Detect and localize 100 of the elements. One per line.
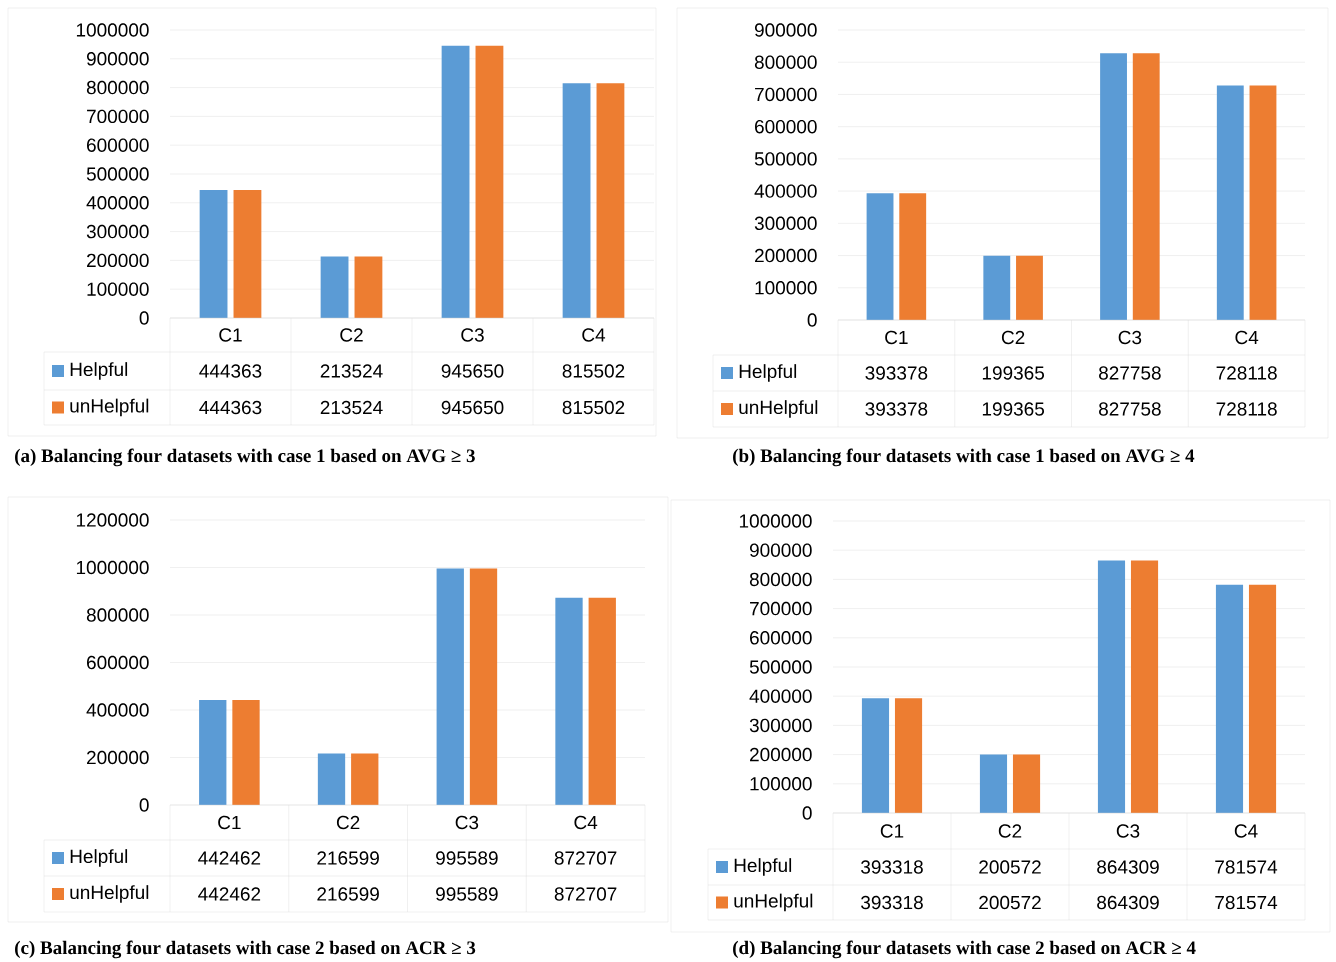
bar xyxy=(899,193,927,320)
data-label: 216599 xyxy=(317,887,379,901)
y-tick-label: 400000 xyxy=(754,184,817,198)
bar xyxy=(317,753,346,805)
x-tick-label: C1 xyxy=(219,328,242,342)
y-tick-label: 1200000 xyxy=(76,513,149,527)
y-tick-label: 500000 xyxy=(754,152,817,166)
x-tick-label: C1 xyxy=(218,815,241,830)
y-tick-label: 100000 xyxy=(750,777,812,791)
y-tick-label: 200000 xyxy=(87,750,149,765)
x-tick-label: C4 xyxy=(1235,330,1259,345)
x-tick-label: C4 xyxy=(1234,824,1258,838)
bar xyxy=(199,699,227,805)
x-tick-label: C4 xyxy=(574,815,598,830)
data-label: 728118 xyxy=(1216,366,1277,380)
legend-label: Helpful xyxy=(70,849,128,867)
data-label: 781574 xyxy=(1215,895,1278,910)
data-label: 815502 xyxy=(562,400,625,415)
y-tick-label: 100000 xyxy=(755,281,817,295)
data-label: 442462 xyxy=(198,851,261,865)
y-tick-label: 400000 xyxy=(86,703,149,717)
x-tick-label: C3 xyxy=(461,328,484,342)
y-tick-label: 900000 xyxy=(754,23,817,37)
bar xyxy=(979,754,1008,813)
data-label: 199365 xyxy=(982,366,1045,380)
y-tick-label: 0 xyxy=(802,806,812,820)
y-tick-label: 300000 xyxy=(86,224,149,239)
data-label: 393318 xyxy=(861,860,923,874)
text: (b) Balancing four datasets with case 1 based on AVG ≥ 4 xyxy=(733,448,1195,467)
legend-label: Helpful xyxy=(70,362,128,380)
data-label: 827758 xyxy=(1099,366,1161,380)
bar xyxy=(232,699,260,805)
bar xyxy=(596,83,625,318)
y-tick-label: 600000 xyxy=(87,138,149,152)
y-tick-label: 0 xyxy=(139,798,149,812)
text: (d) Balancing four datasets with case 2 based on ACR ≥ 4 xyxy=(733,940,1196,959)
data-label: 728118 xyxy=(1216,402,1277,416)
y-tick-label: 1000000 xyxy=(76,560,149,575)
legend-label: unHelpful xyxy=(739,400,818,418)
y-tick-label: 500000 xyxy=(749,660,812,674)
data-label: 444363 xyxy=(199,400,262,415)
bar xyxy=(562,83,591,318)
bar xyxy=(441,45,470,318)
bar xyxy=(233,190,262,318)
data-label: 200572 xyxy=(979,860,1041,874)
y-tick-label: 700000 xyxy=(750,601,812,616)
data-label: 864309 xyxy=(1097,860,1159,874)
legend-label: Helpful xyxy=(734,858,792,876)
data-label: 995589 xyxy=(436,851,498,865)
y-tick-label: 200000 xyxy=(755,248,817,263)
y-tick-label: 900000 xyxy=(86,52,149,66)
data-label: 213524 xyxy=(320,364,383,378)
legend-label: unHelpful xyxy=(70,398,149,417)
y-tick-label: 800000 xyxy=(754,55,817,69)
y-tick-label: 600000 xyxy=(750,631,812,645)
y-tick-label: 700000 xyxy=(87,109,149,124)
y-tick-label: 800000 xyxy=(86,608,149,622)
y-tick-label: 0 xyxy=(807,313,817,327)
data-label: 827758 xyxy=(1099,402,1161,416)
legend-label: unHelpful xyxy=(70,885,149,903)
data-label: 864309 xyxy=(1097,895,1159,910)
legend-label: unHelpful xyxy=(734,893,813,912)
data-label: 945650 xyxy=(441,400,504,415)
y-tick-label: 300000 xyxy=(749,718,812,733)
bar xyxy=(351,753,379,805)
bar xyxy=(866,193,894,320)
data-label: 213524 xyxy=(320,400,383,415)
bar xyxy=(475,45,504,318)
data-label: 200572 xyxy=(979,895,1041,910)
data-label: 872707 xyxy=(554,887,617,901)
x-tick-label: C1 xyxy=(880,824,904,838)
y-tick-label: 0 xyxy=(139,311,149,325)
data-label: 781574 xyxy=(1215,860,1278,874)
data-label: 199365 xyxy=(982,402,1045,416)
x-tick-label: C2 xyxy=(998,824,1022,838)
bar xyxy=(1097,560,1126,813)
y-tick-label: 600000 xyxy=(87,655,149,670)
data-label: 393378 xyxy=(865,402,928,416)
bar xyxy=(354,256,383,318)
data-label: 442462 xyxy=(198,887,261,901)
bar xyxy=(1100,53,1127,320)
bar xyxy=(983,255,1011,320)
bar xyxy=(1012,754,1041,813)
y-tick-label: 400000 xyxy=(86,196,149,210)
data-label: 995589 xyxy=(436,887,498,901)
x-tick-label: C3 xyxy=(1116,824,1140,838)
text: (a) Balancing four datasets with case 1 based on AVG ≥ 3 xyxy=(15,448,475,467)
y-tick-label: 300000 xyxy=(754,216,817,231)
bar xyxy=(469,568,498,805)
x-tick-label: C4 xyxy=(582,328,606,342)
bar xyxy=(1216,85,1244,320)
bar xyxy=(894,698,923,813)
x-tick-label: C2 xyxy=(1001,330,1025,345)
bar xyxy=(555,597,583,805)
bar xyxy=(1215,584,1244,813)
x-tick-label: C1 xyxy=(885,330,908,345)
y-tick-label: 1000000 xyxy=(76,23,149,37)
x-tick-label: C3 xyxy=(1118,330,1142,345)
bar xyxy=(320,256,349,318)
x-tick-label: C2 xyxy=(340,328,363,342)
